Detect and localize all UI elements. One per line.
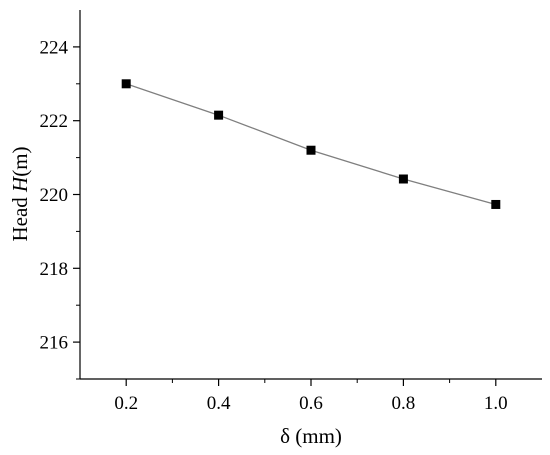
y-tick-label: 218: [40, 259, 69, 280]
data-point: [306, 145, 316, 155]
y-axis-label-suffix: (m): [8, 146, 32, 176]
series: [121, 79, 501, 209]
y-tick-label: 220: [40, 185, 69, 206]
x-tick-label: 1.0: [484, 393, 508, 414]
x-tick-label: 0.6: [299, 393, 323, 414]
y-axis-label-symbol: H: [8, 175, 32, 193]
x-tick-label: 0.8: [392, 393, 416, 414]
x-tick-label: 0.4: [207, 393, 231, 414]
y-axis-label-prefix: Head: [8, 192, 32, 242]
y-tick-label: 222: [40, 111, 69, 132]
x-tick-label: 0.2: [114, 393, 138, 414]
data-point: [121, 79, 131, 89]
y-tick-label: 224: [40, 37, 69, 58]
x-axis-label: δ (mm): [280, 424, 342, 448]
y-tick-label: 216: [40, 333, 69, 354]
series-line: [125, 83, 496, 206]
data-point: [491, 199, 501, 209]
y-axis-label: Head H(m): [8, 146, 32, 241]
axes: [79, 10, 542, 380]
ticks: 0.2 0.4 0.6 0.8 1.0 216 218 220 222 224: [40, 37, 508, 414]
data-point: [398, 174, 408, 184]
data-point: [214, 110, 224, 120]
